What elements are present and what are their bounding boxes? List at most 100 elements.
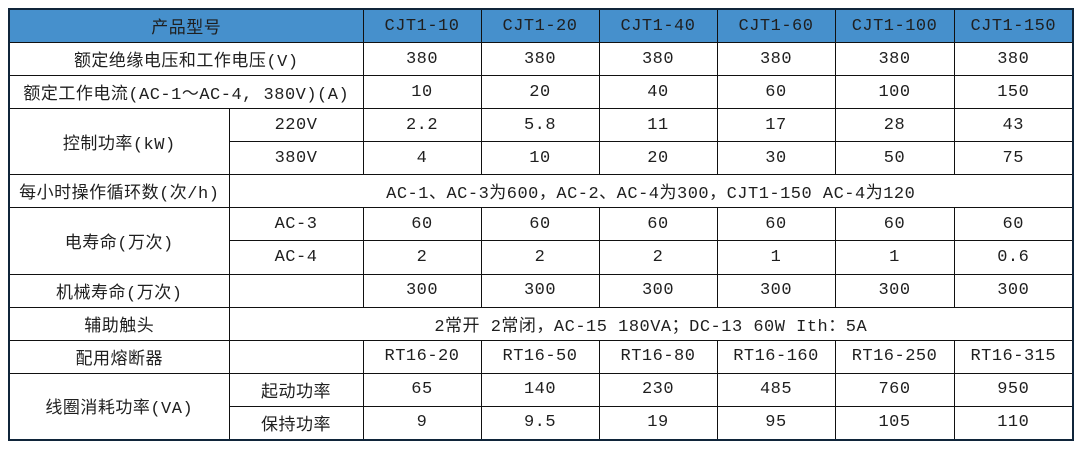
data-cell: 380 bbox=[598, 42, 718, 77]
data-cell: 20 bbox=[480, 75, 600, 110]
table-row-coil-power-hold: 保持功率 9 9.5 19 95 105 110 bbox=[9, 405, 1074, 441]
data-cell: 60 bbox=[953, 207, 1074, 242]
data-cell: 9.5 bbox=[480, 405, 600, 441]
product-model-header: 产品型号 bbox=[8, 8, 364, 44]
data-cell: 150 bbox=[953, 75, 1074, 110]
data-cell: 10 bbox=[480, 141, 600, 176]
data-cell: 300 bbox=[834, 273, 955, 308]
model-header: CJT1-40 bbox=[598, 8, 718, 44]
sub-row-label: 220V bbox=[228, 108, 364, 143]
data-cell: 1 bbox=[834, 240, 955, 275]
data-cell: 60 bbox=[834, 207, 955, 242]
data-cell: 4 bbox=[362, 141, 482, 176]
data-cell: 380 bbox=[480, 42, 600, 77]
table-row-cycles-per-hour: 每小时操作循环数(次/h) AC-1、AC-3为600，AC-2、AC-4为30… bbox=[8, 174, 1074, 209]
data-cell: 60 bbox=[362, 207, 482, 242]
row-label: 电寿命(万次) bbox=[8, 207, 230, 275]
row-label: 控制功率(kW) bbox=[8, 108, 230, 176]
data-cell: RT16-315 bbox=[953, 339, 1074, 374]
row-label: 额定工作电流(AC-1～AC-4, 380V)(A) bbox=[8, 75, 364, 110]
table-row-control-power-220v: 控制功率(kW) 220V 2.2 5.8 11 17 28 43 bbox=[8, 108, 1074, 176]
data-cell: 28 bbox=[834, 108, 955, 143]
table-row-aux-contacts: 辅助触头 2常开 2常闭，AC-15 180VA；DC-13 60W Ith：5… bbox=[8, 306, 1074, 341]
data-cell: 50 bbox=[834, 141, 955, 176]
data-cell: 75 bbox=[953, 141, 1074, 176]
row-label: 辅助触头 bbox=[8, 306, 230, 341]
spanning-value-cell: AC-1、AC-3为600，AC-2、AC-4为300，CJT1-150 AC-… bbox=[228, 174, 1074, 209]
data-cell: 95 bbox=[716, 405, 836, 441]
data-cell: 300 bbox=[480, 273, 600, 308]
table-row-electrical-life-ac3: 电寿命(万次) AC-3 60 60 60 60 60 60 bbox=[8, 207, 1074, 275]
data-cell: 2 bbox=[598, 240, 718, 275]
data-cell: 30 bbox=[716, 141, 836, 176]
sub-row-label: AC-4 bbox=[228, 240, 364, 275]
table-row-matching-fuse: 配用熔断器 RT16-20 RT16-50 RT16-80 RT16-160 R… bbox=[8, 339, 1074, 374]
data-cell: 60 bbox=[716, 207, 836, 242]
row-label: 配用熔断器 bbox=[8, 339, 230, 374]
table-row-electrical-life-ac4: AC-4 2 2 2 1 1 0.6 bbox=[9, 240, 1074, 275]
data-cell: 0.6 bbox=[953, 240, 1074, 275]
table-row-mechanical-life: 机械寿命(万次) 300 300 300 300 300 300 bbox=[8, 273, 1074, 308]
data-cell: RT16-160 bbox=[716, 339, 836, 374]
data-cell: 19 bbox=[598, 405, 718, 441]
data-cell: 43 bbox=[953, 108, 1074, 143]
empty-cell bbox=[228, 339, 364, 374]
data-cell: 760 bbox=[834, 372, 955, 407]
sub-row-label: 380V bbox=[228, 141, 364, 176]
data-cell: 2 bbox=[362, 240, 482, 275]
data-cell: 300 bbox=[953, 273, 1074, 308]
data-cell: 9 bbox=[362, 405, 482, 441]
data-cell: 950 bbox=[953, 372, 1074, 407]
model-header: CJT1-100 bbox=[834, 8, 955, 44]
table-row-insulation-voltage: 额定绝缘电压和工作电压(V) 380 380 380 380 380 380 bbox=[8, 42, 1074, 77]
table-row-control-power-380v: 380V 4 10 20 30 50 75 bbox=[9, 141, 1074, 176]
data-cell: RT16-250 bbox=[834, 339, 955, 374]
data-cell: 380 bbox=[834, 42, 955, 77]
sub-row-label: 保持功率 bbox=[228, 405, 364, 441]
data-cell: 40 bbox=[598, 75, 718, 110]
data-cell: 100 bbox=[834, 75, 955, 110]
spec-table: 产品型号 CJT1-10 CJT1-20 CJT1-40 CJT1-60 CJT… bbox=[8, 8, 1074, 441]
data-cell: 300 bbox=[716, 273, 836, 308]
row-label: 机械寿命(万次) bbox=[8, 273, 230, 308]
data-cell: 2 bbox=[480, 240, 600, 275]
model-header: CJT1-60 bbox=[716, 8, 836, 44]
data-cell: 1 bbox=[716, 240, 836, 275]
data-cell: 380 bbox=[953, 42, 1074, 77]
data-cell: 300 bbox=[598, 273, 718, 308]
data-cell: 105 bbox=[834, 405, 955, 441]
header-row: 产品型号 CJT1-10 CJT1-20 CJT1-40 CJT1-60 CJT… bbox=[8, 8, 1074, 44]
data-cell: RT16-80 bbox=[598, 339, 718, 374]
row-label: 额定绝缘电压和工作电压(V) bbox=[8, 42, 364, 77]
data-cell: 230 bbox=[598, 372, 718, 407]
data-cell: 300 bbox=[362, 273, 482, 308]
data-cell: 5.8 bbox=[480, 108, 600, 143]
data-cell: RT16-50 bbox=[480, 339, 600, 374]
data-cell: 10 bbox=[362, 75, 482, 110]
spanning-value-cell: 2常开 2常闭，AC-15 180VA；DC-13 60W Ith：5A bbox=[228, 306, 1074, 341]
model-header: CJT1-10 bbox=[362, 8, 482, 44]
data-cell: 20 bbox=[598, 141, 718, 176]
data-cell: 380 bbox=[362, 42, 482, 77]
sub-row-label: AC-3 bbox=[228, 207, 364, 242]
table-row-coil-power-start: 线圈消耗功率(VA) 起动功率 65 140 230 485 760 950 bbox=[8, 372, 1074, 441]
data-cell: 110 bbox=[953, 405, 1074, 441]
model-header: CJT1-20 bbox=[480, 8, 600, 44]
data-cell: 485 bbox=[716, 372, 836, 407]
row-label: 每小时操作循环数(次/h) bbox=[8, 174, 230, 209]
data-cell: 65 bbox=[362, 372, 482, 407]
model-header: CJT1-150 bbox=[953, 8, 1074, 44]
data-cell: RT16-20 bbox=[362, 339, 482, 374]
data-cell: 2.2 bbox=[362, 108, 482, 143]
data-cell: 60 bbox=[598, 207, 718, 242]
table-row-rated-current: 额定工作电流(AC-1～AC-4, 380V)(A) 10 20 40 60 1… bbox=[8, 75, 1074, 110]
empty-cell bbox=[228, 273, 364, 308]
data-cell: 140 bbox=[480, 372, 600, 407]
data-cell: 11 bbox=[598, 108, 718, 143]
data-cell: 17 bbox=[716, 108, 836, 143]
sub-row-label: 起动功率 bbox=[228, 372, 364, 407]
data-cell: 380 bbox=[716, 42, 836, 77]
data-cell: 60 bbox=[716, 75, 836, 110]
data-cell: 60 bbox=[480, 207, 600, 242]
